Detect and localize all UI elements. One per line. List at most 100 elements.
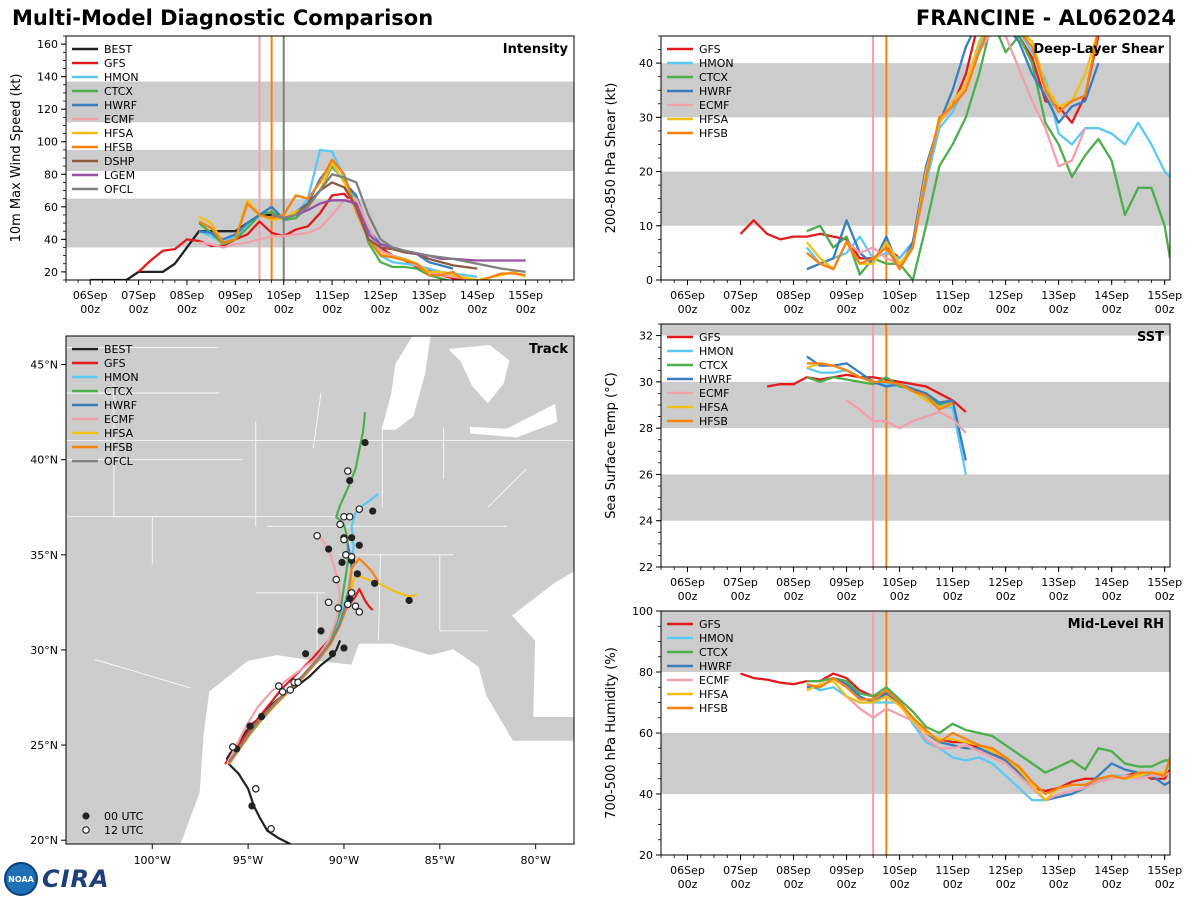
panel-label: Deep-Layer Shear: [1033, 42, 1164, 57]
x-tick-sublabel: 00z: [177, 303, 197, 316]
legend-label: HFSA: [104, 127, 134, 140]
legend-label: HMON: [699, 345, 734, 358]
legend-label: OFCL: [104, 183, 134, 196]
y-tick-label: 25°N: [30, 739, 58, 752]
y-tick-label: 28: [639, 422, 653, 435]
legend-label: HFSB: [699, 702, 728, 715]
track-point-12utc: [345, 512, 354, 521]
rh-plot-area: [661, 611, 1170, 855]
utc-12-marker: [82, 826, 90, 834]
panel-label: Mid-Level RH: [1068, 617, 1164, 632]
noaa-logo-icon: NOAA: [4, 862, 38, 896]
legend-label: GFS: [104, 57, 126, 70]
x-tick-label: 06Sep: [670, 864, 705, 877]
legend-label: HFSB: [699, 127, 728, 140]
legend-label: HFSB: [104, 441, 133, 454]
x-tick-sublabel: 00z: [1049, 590, 1069, 603]
panel-label: Intensity: [503, 42, 569, 57]
y-tick-label: 20: [44, 266, 58, 279]
x-tick-label: 15Sep: [508, 289, 543, 302]
y-tick-label: 24: [639, 515, 653, 528]
x-tick-sublabel: 00z: [678, 590, 698, 603]
track-point-12utc: [251, 785, 260, 793]
x-tick-label: 90°W: [329, 854, 359, 867]
x-tick-label: 06Sep: [670, 289, 705, 302]
x-tick-sublabel: 00z: [1102, 303, 1122, 316]
y-axis-label: 10m Max Wind Speed (kt): [9, 74, 24, 243]
legend-label: GFS: [699, 618, 721, 631]
legend-label: HFSA: [104, 427, 134, 440]
track-point-00utc: [246, 722, 254, 730]
x-tick-label: 10Sep: [266, 289, 301, 302]
track-point-12utc: [340, 535, 348, 544]
legend-label: HWRF: [699, 85, 732, 98]
x-tick-label: 08Sep: [776, 289, 811, 302]
x-tick-sublabel: 00z: [943, 303, 963, 316]
series-line-best: [90, 213, 272, 280]
y-axis-label: 200-850 hPa Shear (kt): [604, 83, 619, 234]
x-tick-sublabel: 00z: [784, 303, 804, 316]
y-tick-label: 160: [37, 38, 58, 51]
x-tick-sublabel: 00z: [837, 590, 857, 603]
track-point-00utc: [317, 627, 325, 635]
x-tick-label: 07Sep: [121, 289, 156, 302]
track-point-00utc: [348, 534, 356, 542]
y-tick-label: 35°N: [30, 549, 58, 562]
x-tick-sublabel: 00z: [225, 303, 245, 316]
x-tick-sublabel: 00z: [322, 303, 342, 316]
y-tick-label: 22: [639, 561, 653, 574]
series-line-ecmf: [845, 399, 967, 434]
shaded-band: [661, 474, 1170, 521]
shear-chart: 01020304006Sep00z07Sep00z08Sep00z09Sep00…: [604, 35, 1182, 316]
intensity-plot-area: [66, 36, 574, 280]
x-tick-label: 06Sep: [670, 576, 705, 589]
x-tick-sublabel: 00z: [129, 303, 149, 316]
y-tick-label: 40°N: [30, 454, 58, 467]
rh-chart: 2040608010006Sep00z07Sep00z08Sep00z09Sep…: [604, 605, 1182, 891]
x-tick-sublabel: 00z: [1155, 303, 1175, 316]
track-plot-area: [66, 336, 574, 844]
track-frame: [65, 335, 575, 845]
x-tick-sublabel: 00z: [678, 878, 698, 891]
track-point-00utc: [248, 802, 256, 810]
x-tick-label: 10Sep: [882, 864, 917, 877]
x-tick-label: 11Sep: [935, 289, 970, 302]
x-tick-label: 13Sep: [1041, 289, 1076, 302]
y-tick-label: 80: [639, 666, 653, 679]
panel-label: Track: [529, 342, 568, 357]
x-tick-label: 15Sep: [1147, 864, 1182, 877]
series-line-hfsb: [806, 362, 954, 411]
x-tick-label: 13Sep: [1041, 864, 1076, 877]
series-line-hmon: [198, 148, 478, 278]
y-tick-label: 20: [639, 849, 653, 862]
shaded-band: [661, 611, 1170, 672]
y-tick-label: 32: [639, 330, 653, 343]
x-tick-label: 10Sep: [882, 289, 917, 302]
track-point-00utc: [371, 579, 379, 587]
track-point-00utc: [361, 438, 369, 447]
y-tick-label: 60: [639, 727, 653, 740]
track-point-12utc: [286, 686, 295, 694]
series-line-lgem: [271, 199, 526, 262]
legend-label: ECMF: [699, 387, 729, 400]
y-tick-label: 45°N: [30, 359, 58, 372]
x-tick-sublabel: 00z: [784, 878, 804, 891]
legend-label: CTCX: [699, 359, 728, 372]
legend-label: ECMF: [104, 113, 134, 126]
y-tick-label: 30: [639, 376, 653, 389]
track-point-12utc: [278, 687, 287, 696]
legend-label: HWRF: [699, 373, 732, 386]
track-point-00utc: [340, 644, 348, 652]
track-point-12utc: [274, 682, 283, 690]
legend-label: GFS: [104, 357, 126, 370]
x-tick-sublabel: 00z: [467, 303, 487, 316]
legend-label: HFSA: [699, 113, 729, 126]
x-tick-label: 13Sep: [1041, 576, 1076, 589]
series-line-hwrf: [806, 36, 1100, 271]
x-tick-label: 08Sep: [776, 576, 811, 589]
y-tick-label: 80: [44, 168, 58, 181]
